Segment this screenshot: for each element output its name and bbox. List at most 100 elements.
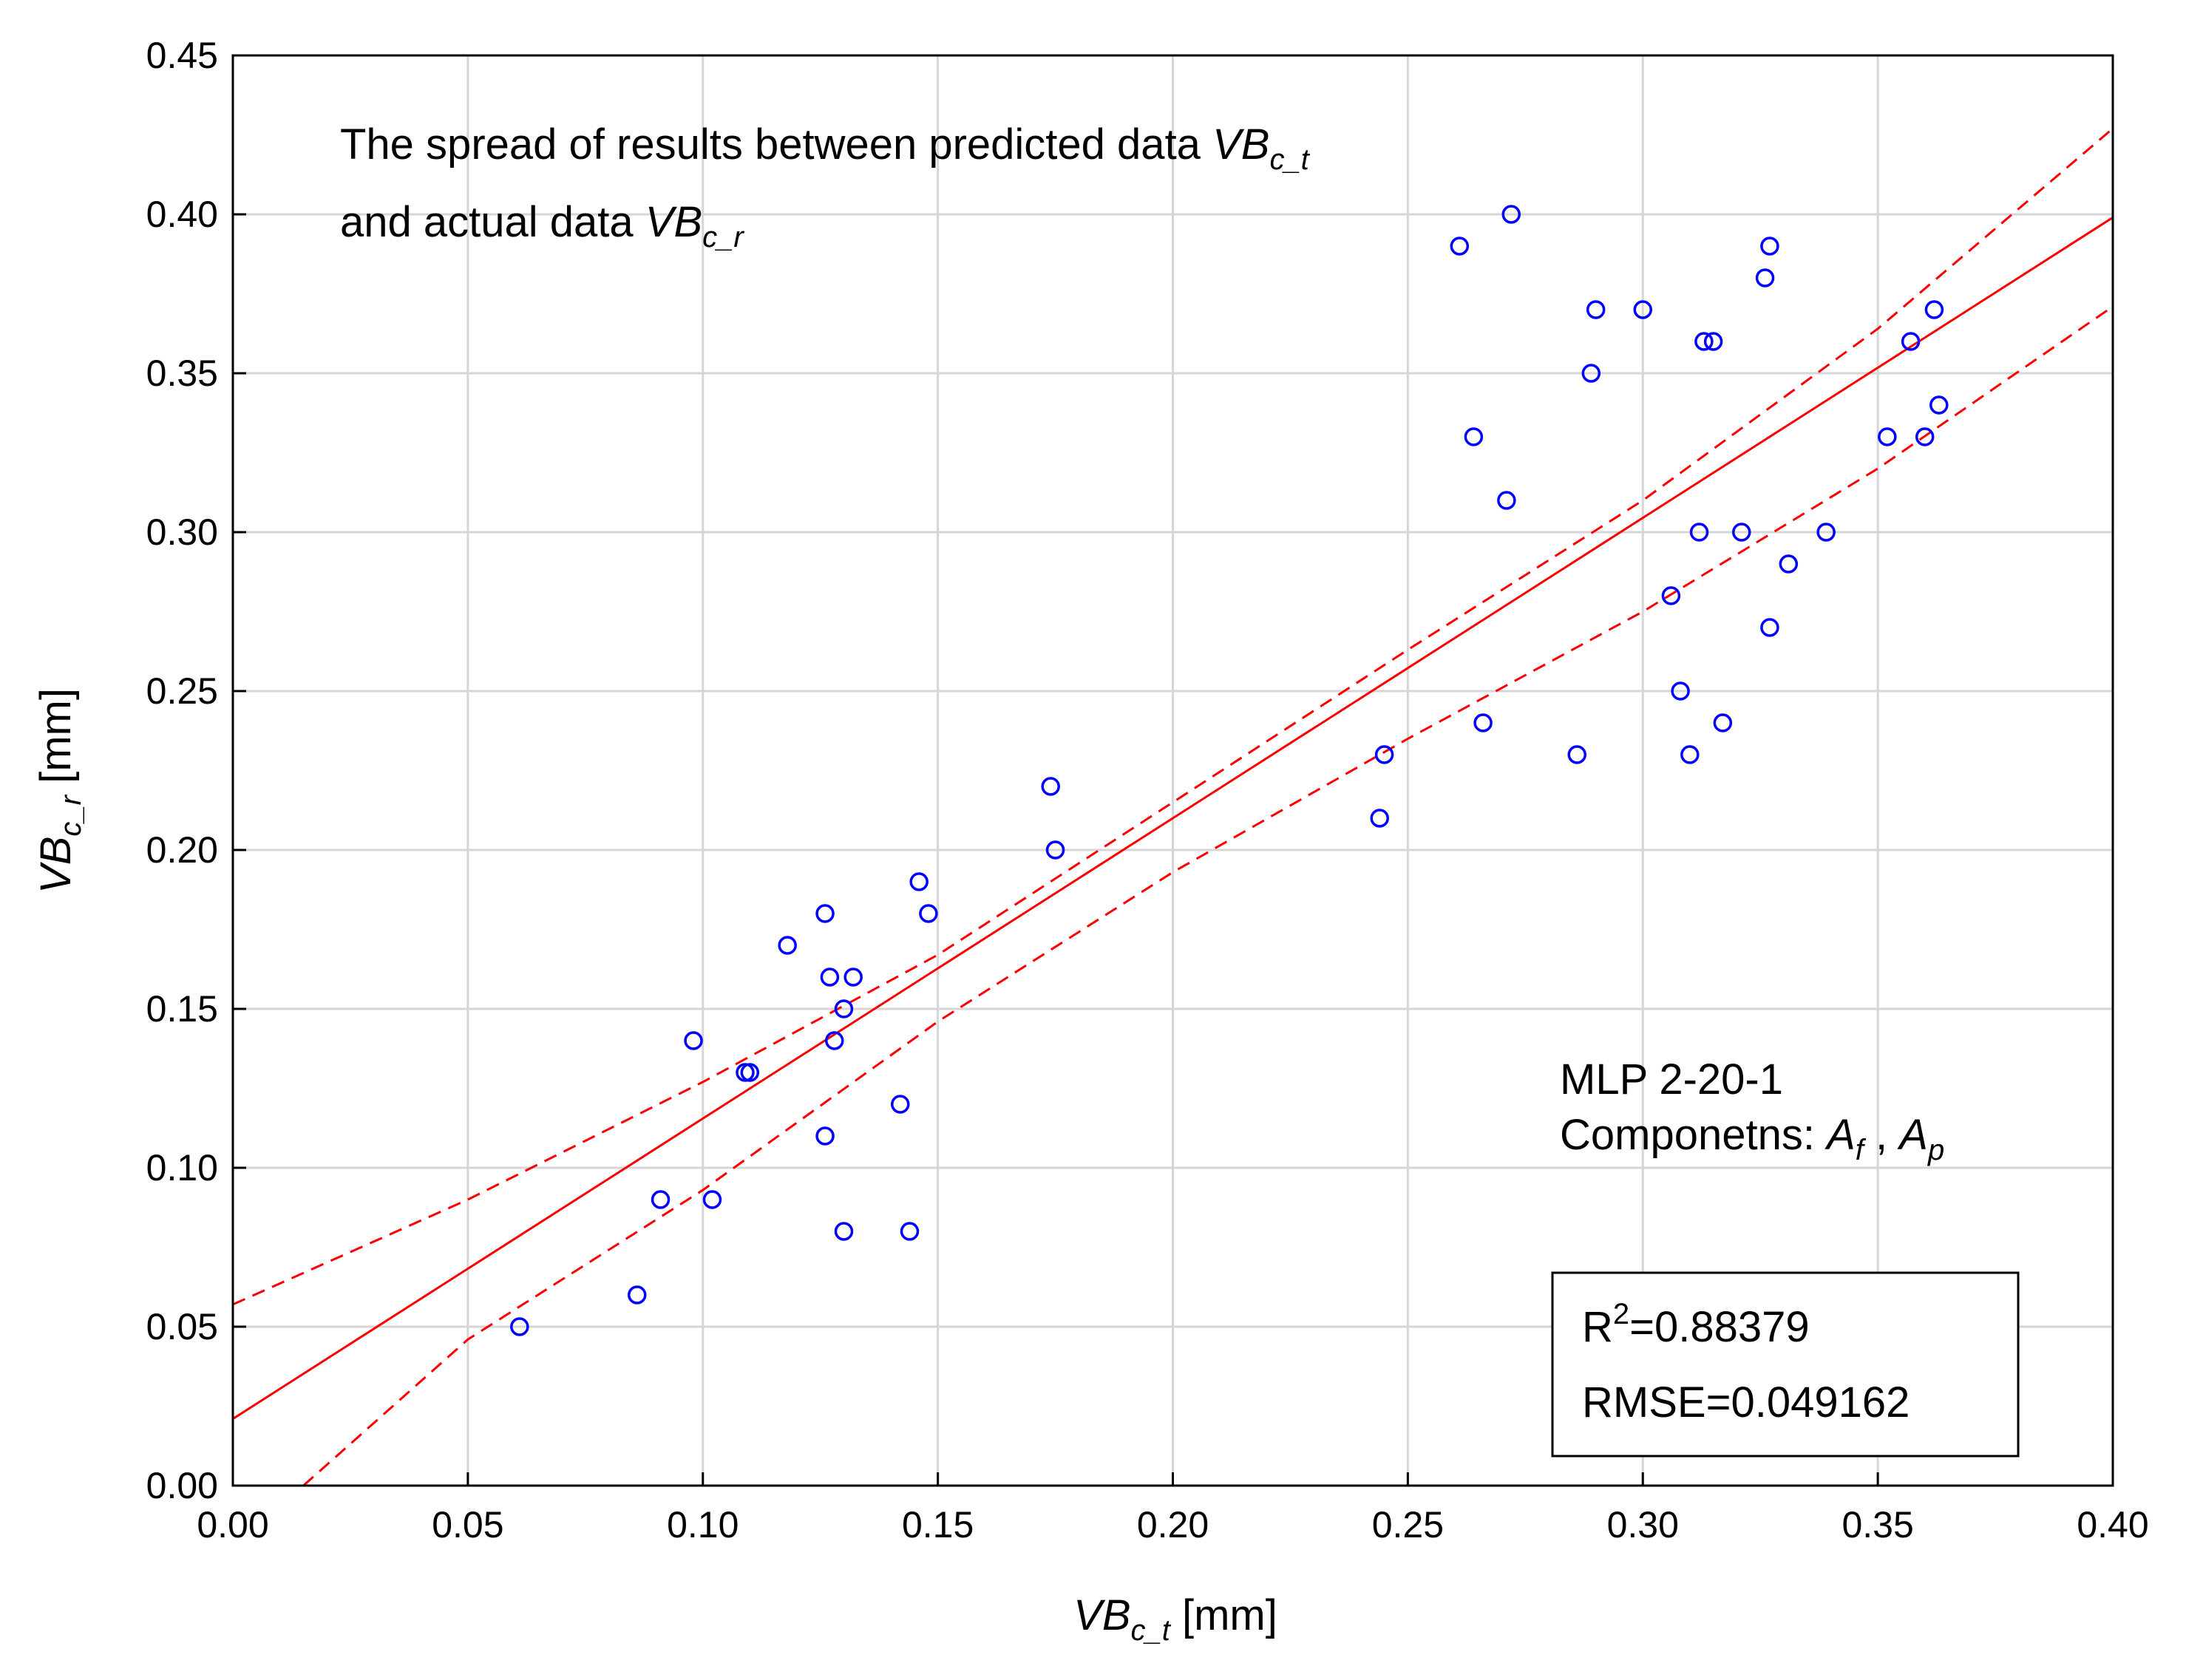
spread-line1-sub: c_t [1269, 143, 1310, 176]
y-tick-label: 0.30 [146, 511, 218, 553]
data-point [1924, 300, 1944, 319]
y-tick-label: 0.05 [146, 1306, 218, 1347]
spread-line2-text: and actual data [340, 198, 645, 246]
data-point [1713, 713, 1733, 732]
data-point [820, 967, 840, 987]
data-point [1473, 713, 1493, 732]
scatter-points [510, 205, 1949, 1336]
y-axis-title-unit: [mm] [32, 688, 80, 795]
data-point [1915, 427, 1935, 446]
plot-frame [231, 54, 2114, 1487]
y-tick-label: 0.35 [146, 353, 218, 394]
data-point [510, 1317, 529, 1336]
confidence-band [232, 127, 2114, 1487]
data-point [1816, 523, 1836, 542]
y-tick-labels: 0.00 0.05 0.10 0.15 0.20 0.25 0.30 0.35 0.40 0.45 [146, 35, 218, 1506]
data-point [1041, 777, 1060, 796]
spread-line2-sub: c_r [702, 221, 744, 254]
spread-line1-text: The spread of results between predicted … [340, 120, 1212, 169]
data-point [1760, 618, 1779, 637]
data-point [1633, 300, 1652, 319]
model-annotation-line2: Componetns: Af , Ap [1560, 1111, 1944, 1166]
model-comp2-sub: p [1927, 1134, 1944, 1166]
data-point [1374, 745, 1394, 764]
y-tick-label: 0.00 [146, 1465, 218, 1506]
x-tick-label: 0.20 [1137, 1504, 1209, 1545]
model-comp1: A [1825, 1111, 1856, 1159]
fit-line-group [232, 217, 2114, 1420]
data-point [834, 1222, 854, 1241]
y-axis-title-main: VB [32, 837, 80, 894]
spread-line2-var: VB [645, 198, 702, 246]
data-point [891, 1095, 910, 1114]
data-point [1045, 840, 1065, 860]
y-tick-label: 0.25 [146, 670, 218, 712]
data-point [1497, 491, 1516, 510]
data-point [919, 904, 938, 923]
data-point [1755, 268, 1775, 288]
data-point [1760, 237, 1779, 256]
data-point [627, 1285, 647, 1305]
data-point [1878, 427, 1897, 446]
grid [231, 54, 2114, 1487]
model-components-label: Componetns: [1560, 1111, 1827, 1159]
model-annotation-line1: MLP 2-20-1 [1560, 1055, 1783, 1103]
stats-r2-value: =0.88379 [1629, 1303, 1810, 1351]
model-comp-sep: , [1864, 1111, 1899, 1159]
data-point [1567, 745, 1586, 764]
x-tick-label: 0.40 [2077, 1504, 2148, 1545]
data-point [825, 1031, 844, 1050]
data-point [900, 1222, 920, 1241]
data-point [1680, 745, 1700, 764]
confidence-upper [232, 127, 2114, 1306]
data-point [651, 1190, 671, 1209]
stats-r2: R2=0.88379 [1582, 1298, 1810, 1351]
x-axis-title-sub: c_t [1131, 1614, 1172, 1647]
data-point [1586, 300, 1606, 319]
data-point [815, 904, 835, 923]
x-tick-label: 0.05 [432, 1504, 503, 1545]
stats-box [1551, 1271, 2020, 1458]
data-point [1464, 427, 1484, 446]
data-point [684, 1031, 703, 1050]
data-point [1370, 809, 1389, 828]
y-tick-label: 0.10 [146, 1147, 218, 1188]
x-tick-label: 0.10 [667, 1504, 739, 1545]
x-tick-labels: 0.00 0.05 0.10 0.15 0.20 0.25 0.30 0.35 0.40 [197, 1504, 2148, 1545]
spread-annotation-line2: and actual data VBc_r [340, 198, 744, 254]
x-tick-label: 0.35 [1842, 1504, 1913, 1545]
fit-line [232, 217, 2114, 1420]
stats-rmse: RMSE=0.049162 [1582, 1378, 1910, 1426]
data-point [778, 936, 797, 955]
data-point [1779, 554, 1799, 574]
data-point [1661, 586, 1681, 605]
data-point [834, 999, 854, 1018]
y-tick-label: 0.15 [146, 988, 218, 1030]
data-point [1501, 205, 1521, 224]
y-tick-label: 0.40 [146, 194, 218, 235]
data-point [1901, 332, 1921, 351]
data-point [1694, 332, 1714, 351]
y-tick-label: 0.20 [146, 829, 218, 871]
y-axis-title-sub: c_r [55, 794, 87, 836]
data-point [1689, 523, 1709, 542]
spread-annotation-line1: The spread of results between predicted … [340, 120, 1311, 176]
stats-r2-prefix: R [1582, 1303, 1613, 1351]
data-point [1671, 681, 1690, 701]
x-axis-title: VBc_t [mm] [1073, 1591, 1277, 1647]
x-axis-title-main: VB [1073, 1591, 1130, 1639]
x-axis-title-unit: [mm] [1170, 1591, 1277, 1639]
model-comp2: A [1897, 1111, 1928, 1159]
data-point [1703, 332, 1723, 351]
x-tick-label: 0.00 [197, 1504, 268, 1545]
data-point [1732, 523, 1751, 542]
data-point [843, 967, 863, 987]
x-tick-label: 0.25 [1372, 1504, 1444, 1545]
data-point [1450, 237, 1470, 256]
confidence-lower [302, 305, 2114, 1487]
data-point [909, 872, 929, 891]
data-point [1581, 364, 1601, 383]
y-tick-label: 0.45 [146, 35, 218, 76]
data-point [815, 1126, 835, 1146]
